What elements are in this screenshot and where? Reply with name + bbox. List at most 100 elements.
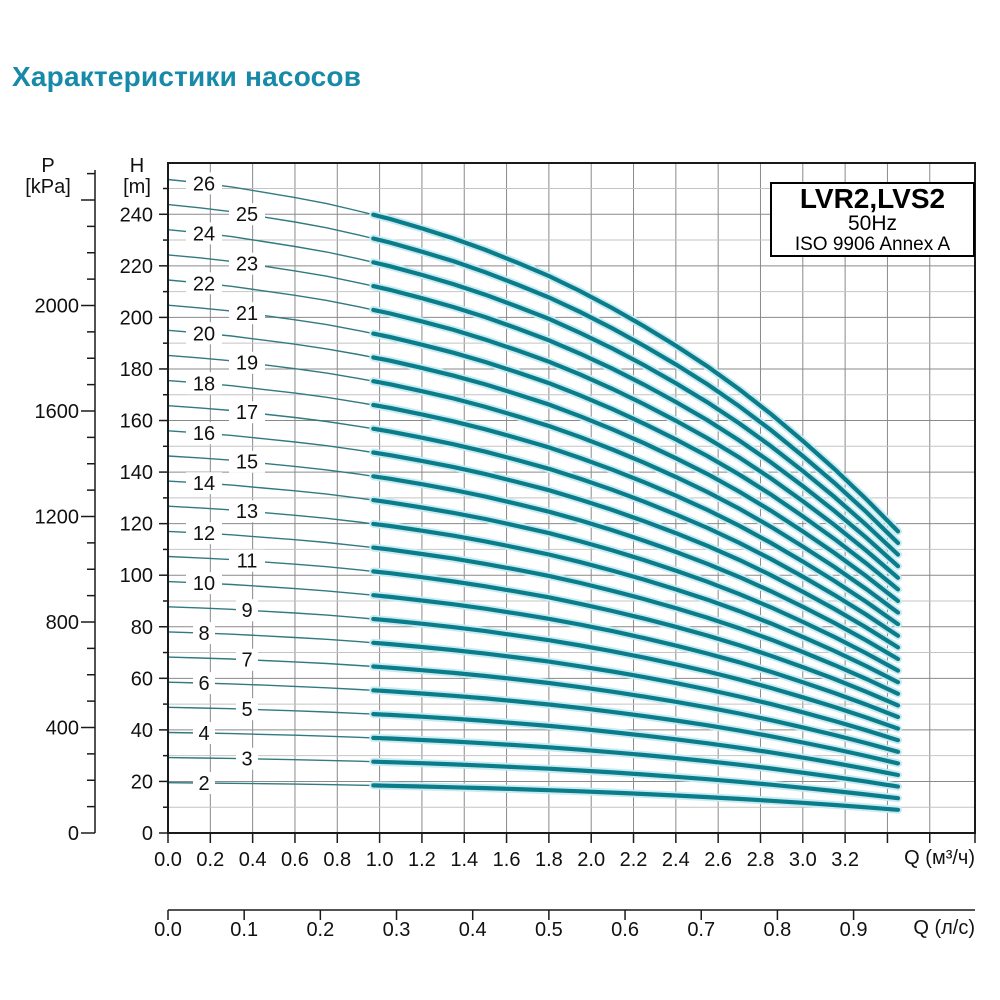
svg-text:0.4: 0.4 <box>239 849 267 871</box>
svg-text:2: 2 <box>198 773 209 795</box>
svg-text:0.2: 0.2 <box>196 849 224 871</box>
svg-text:3.0: 3.0 <box>789 849 817 871</box>
svg-text:120: 120 <box>120 514 153 536</box>
svg-text:6: 6 <box>198 673 209 695</box>
head-axis-header: H [m] <box>102 156 172 198</box>
svg-text:2.6: 2.6 <box>704 849 732 871</box>
legend-frequency: 50Hz <box>847 212 898 235</box>
svg-text:0.2: 0.2 <box>306 919 334 941</box>
svg-text:14: 14 <box>193 473 215 495</box>
head-axis-unit: [m] <box>123 176 151 198</box>
svg-text:4: 4 <box>198 723 209 745</box>
curve-label-25: 25 <box>229 203 265 226</box>
svg-text:80: 80 <box>131 617 153 639</box>
curve-label-19: 19 <box>229 351 265 375</box>
svg-text:1.6: 1.6 <box>493 849 521 871</box>
svg-text:1.8: 1.8 <box>535 849 563 871</box>
curve-label-17: 17 <box>229 401 265 424</box>
curve-label-2: 2 <box>193 772 215 795</box>
curve-label-15: 15 <box>229 450 265 474</box>
svg-text:18: 18 <box>193 373 215 395</box>
curve-label-11: 11 <box>229 549 265 573</box>
svg-text:20: 20 <box>193 323 215 345</box>
curve-label-9: 9 <box>236 599 258 622</box>
flow-axis-unit-ls: Q (л/с) <box>913 917 975 939</box>
legend-box: LVR2,LVS2 50Hz ISO 9906 Annex A <box>770 182 975 257</box>
pump-curve-25-stages <box>167 203 902 547</box>
svg-text:0.8: 0.8 <box>323 849 351 871</box>
svg-text:23: 23 <box>236 254 258 276</box>
pressure-axis-header: P [kPa] <box>13 156 83 198</box>
svg-text:3.2: 3.2 <box>831 849 859 871</box>
svg-text:2000: 2000 <box>35 296 80 318</box>
curve-label-10: 10 <box>186 572 222 595</box>
curve-label-23: 23 <box>229 252 265 276</box>
svg-text:0.4: 0.4 <box>459 919 487 941</box>
curve-label-6: 6 <box>193 672 215 695</box>
curve-label-21: 21 <box>229 302 265 325</box>
svg-text:16: 16 <box>193 423 215 445</box>
svg-text:0.6: 0.6 <box>281 849 309 871</box>
pressure-axis-symbol: P <box>41 155 55 177</box>
curve-label-12: 12 <box>186 522 222 545</box>
svg-text:0.9: 0.9 <box>840 919 868 941</box>
curve-label-18: 18 <box>186 372 222 395</box>
svg-text:400: 400 <box>46 718 79 740</box>
curve-labels: 2345678910111213141516171819202122232425… <box>186 172 265 795</box>
legend-standard: ISO 9906 Annex A <box>794 234 951 255</box>
svg-text:180: 180 <box>120 359 153 381</box>
svg-text:7: 7 <box>241 650 252 672</box>
pump-curve-3-stages <box>167 756 902 803</box>
svg-text:200: 200 <box>120 307 153 329</box>
legend-model: LVR2,LVS2 <box>799 183 946 214</box>
svg-text:22: 22 <box>193 273 215 295</box>
svg-text:800: 800 <box>46 612 79 634</box>
svg-text:13: 13 <box>236 501 258 523</box>
svg-text:40: 40 <box>131 720 153 742</box>
svg-text:160: 160 <box>120 411 153 433</box>
svg-text:0.0: 0.0 <box>154 849 182 871</box>
flow-axis-ls: 0.0 0.1 0.2 0.3 0.4 0.5 0.6 0.7 0.8 0.9 <box>154 909 975 941</box>
svg-text:25: 25 <box>236 204 258 226</box>
pump-curve-23-stages <box>167 254 902 571</box>
svg-text:240: 240 <box>120 204 153 226</box>
pump-curve-15-stages <box>167 455 902 663</box>
pump-curve-21-stages <box>167 304 902 594</box>
svg-text:0.0: 0.0 <box>154 919 182 941</box>
head-axis-symbol: H <box>129 155 145 177</box>
svg-text:11: 11 <box>237 551 258 573</box>
svg-text:3: 3 <box>241 749 252 771</box>
pump-curve-19-stages <box>167 354 902 617</box>
svg-text:9: 9 <box>241 600 252 622</box>
svg-text:5: 5 <box>241 699 252 721</box>
curve-label-22: 22 <box>186 272 222 295</box>
curve-label-3: 3 <box>236 747 258 771</box>
curve-label-24: 24 <box>186 222 222 245</box>
pump-curve-11-stages <box>167 555 902 710</box>
pump-curve-9-stages <box>167 606 902 733</box>
svg-text:0.7: 0.7 <box>687 919 715 941</box>
svg-text:220: 220 <box>120 256 153 278</box>
curve-label-20: 20 <box>186 322 222 345</box>
svg-text:140: 140 <box>120 462 153 484</box>
svg-text:0.6: 0.6 <box>611 919 639 941</box>
pump-curves <box>167 178 902 814</box>
curve-label-4: 4 <box>193 722 215 745</box>
curve-label-26: 26 <box>186 172 222 195</box>
svg-text:1200: 1200 <box>35 507 80 529</box>
svg-text:0.3: 0.3 <box>383 919 411 941</box>
svg-text:12: 12 <box>193 523 215 545</box>
svg-text:60: 60 <box>131 668 153 690</box>
svg-text:19: 19 <box>236 353 258 375</box>
svg-text:10: 10 <box>193 573 215 595</box>
pressure-axis-unit: [kPa] <box>25 176 71 198</box>
svg-text:17: 17 <box>236 402 258 424</box>
curve-label-13: 13 <box>229 500 265 523</box>
svg-text:1.4: 1.4 <box>450 849 478 871</box>
svg-text:0: 0 <box>142 823 153 845</box>
curve-label-14: 14 <box>186 472 222 495</box>
svg-text:2.2: 2.2 <box>620 849 648 871</box>
curve-label-7: 7 <box>236 648 258 672</box>
